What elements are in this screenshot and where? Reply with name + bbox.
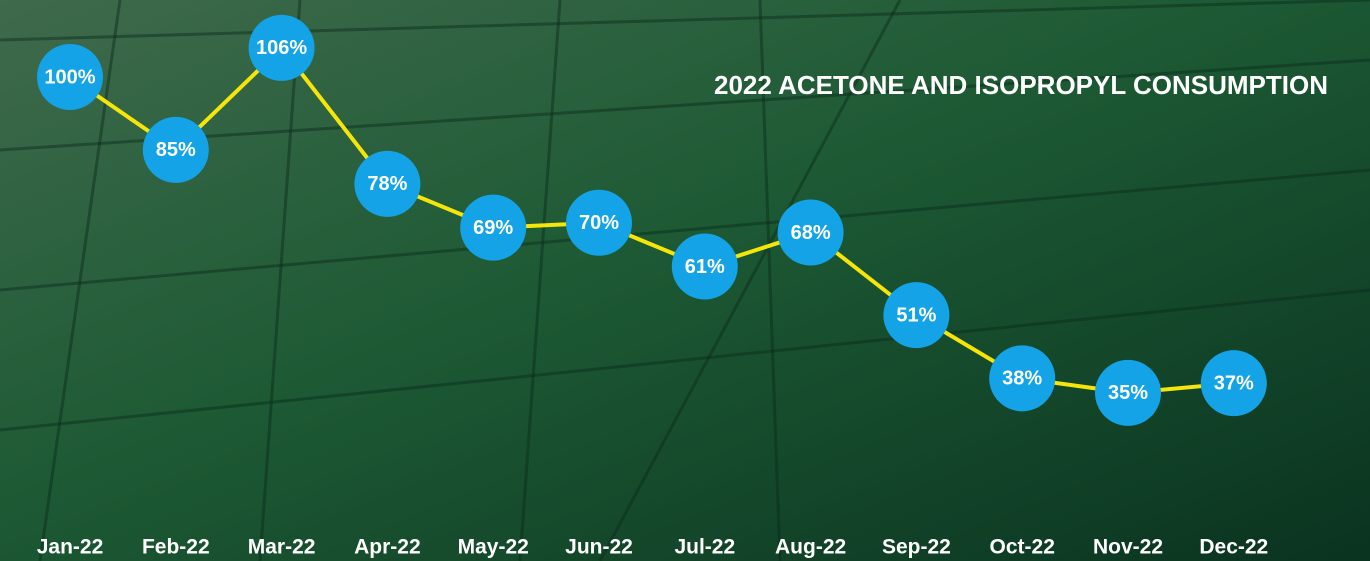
- x-tick-label: Nov-22: [1093, 536, 1163, 559]
- x-tick-label: Jan-22: [37, 536, 104, 559]
- value-label: 69%: [473, 217, 513, 239]
- x-tick-label: Apr-22: [354, 536, 421, 559]
- x-tick-label: Aug-22: [775, 536, 846, 559]
- value-label: 106%: [256, 37, 307, 59]
- value-label: 100%: [44, 66, 95, 88]
- value-label: 35%: [1108, 382, 1148, 404]
- x-tick-label: May-22: [458, 536, 529, 559]
- chart-title: 2022 ACETONE AND ISOPROPYL CONSUMPTION: [714, 70, 1328, 100]
- value-label: 51%: [896, 304, 936, 326]
- value-label: 70%: [579, 212, 619, 234]
- value-label: 85%: [156, 139, 196, 161]
- x-tick-label: Jul-22: [674, 536, 735, 559]
- page: 2022 ACETONE AND ISOPROPYL CONSUMPTION J…: [0, 0, 1370, 561]
- value-label: 61%: [685, 256, 725, 278]
- value-label: 68%: [791, 222, 831, 244]
- x-tick-label: Jun-22: [565, 536, 633, 559]
- value-label: 78%: [367, 173, 407, 195]
- value-label: 38%: [1002, 368, 1042, 390]
- x-tick-label: Feb-22: [142, 536, 210, 559]
- x-tick-label: Oct-22: [990, 536, 1055, 559]
- x-tick-label: Sep-22: [882, 536, 951, 559]
- x-tick-label: Mar-22: [248, 536, 316, 559]
- chart: 2022 ACETONE AND ISOPROPYL CONSUMPTION J…: [0, 0, 1370, 561]
- x-tick-label: Dec-22: [1199, 536, 1268, 559]
- value-label: 37%: [1214, 372, 1254, 394]
